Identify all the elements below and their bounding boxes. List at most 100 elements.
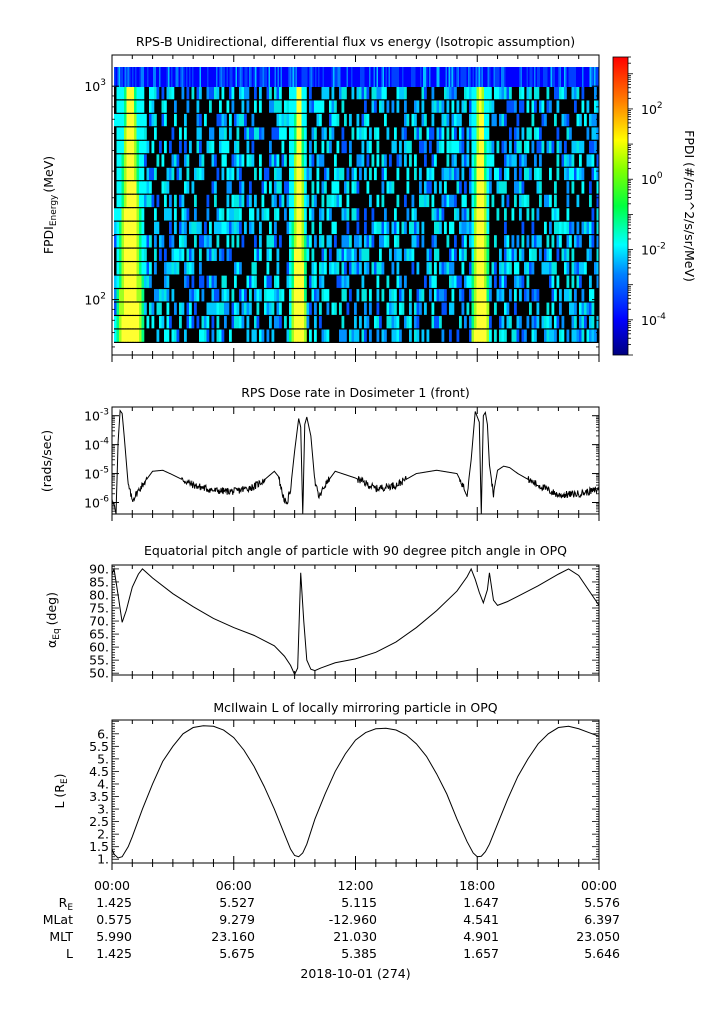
flux-cell [571, 275, 575, 288]
flux-cell [546, 67, 548, 87]
flux-cell [146, 140, 150, 154]
flux-cell [151, 316, 155, 329]
ephemeris-row-label: MLT [49, 929, 73, 944]
flux-cell [118, 67, 121, 87]
flux-cell [206, 316, 210, 329]
flux-cell [301, 113, 305, 127]
flux-cell [415, 67, 418, 87]
flux-cell [181, 248, 185, 261]
ephemeris-value: 5.115 [341, 895, 377, 910]
flux-cell [592, 67, 595, 87]
flux-cell [514, 140, 517, 154]
flux-cell [274, 127, 277, 140]
flux-cell [451, 221, 455, 235]
flux-cell [534, 100, 537, 113]
flux-cell [359, 262, 362, 275]
flux-cell [134, 302, 137, 315]
flux-cell [124, 221, 127, 235]
flux-cell [421, 87, 425, 100]
flux-cell [286, 100, 290, 113]
flux-cell [406, 208, 410, 221]
flux-cell [436, 100, 440, 113]
flux-cell [249, 275, 252, 288]
flux-cell [116, 248, 120, 261]
flux-cell [535, 67, 538, 87]
flux-cell [224, 302, 227, 315]
flux-cell [119, 275, 122, 288]
flux-cell [429, 262, 432, 275]
flux-cell [546, 87, 550, 100]
flux-cell [124, 302, 127, 315]
flux-cell [457, 67, 460, 87]
flux-cell [586, 100, 590, 113]
flux-cell [206, 235, 210, 248]
mcilwain-ylabel-unit: ) [52, 773, 67, 778]
flux-cell [502, 67, 505, 87]
flux-cell [484, 248, 487, 261]
flux-cell [514, 275, 517, 288]
flux-cell [134, 140, 137, 154]
flux-cell [291, 194, 295, 208]
flux-cell [126, 194, 130, 208]
flux-cell [324, 248, 327, 261]
flux-cell [418, 67, 421, 87]
flux-cell [476, 113, 480, 127]
flux-cell [574, 262, 577, 275]
flux-cell [121, 154, 125, 167]
flux-cell [231, 87, 235, 100]
flux-cell [343, 67, 346, 87]
flux-cell [264, 302, 267, 315]
flux-cell [569, 127, 572, 140]
flux-cell [471, 167, 475, 181]
flux-cell [149, 194, 152, 208]
flux-cell [421, 100, 425, 113]
flux-cell [174, 194, 177, 208]
flux-cell [401, 289, 405, 302]
flux-cell [326, 302, 330, 315]
flux-cell [379, 316, 382, 329]
flux-cell [389, 181, 392, 194]
flux-cell [361, 329, 365, 342]
flux-cell [489, 316, 492, 329]
flux-cell [296, 221, 300, 235]
flux-cell [409, 302, 412, 315]
flux-cell [294, 100, 297, 113]
flux-cell [334, 235, 337, 248]
flux-cell [493, 67, 496, 87]
flux-cell [299, 194, 302, 208]
flux-cell [433, 67, 436, 87]
flux-cell [376, 67, 379, 87]
flux-cell [119, 235, 122, 248]
flux-cell [326, 140, 330, 154]
flux-cell [166, 329, 170, 342]
dose-rate-x-ticks [111, 407, 600, 521]
flux-cell [366, 181, 370, 194]
flux-cell [124, 87, 127, 100]
flux-cell [449, 221, 452, 235]
flux-cell [159, 302, 162, 315]
flux-cell [386, 127, 390, 140]
flux-cell [291, 113, 295, 127]
flux-cell [573, 67, 575, 87]
flux-cell [321, 329, 325, 342]
flux-cell [191, 262, 195, 275]
flux-cell [441, 113, 445, 127]
flux-cell [476, 235, 480, 248]
flux-cell [213, 67, 215, 87]
flux-cell [591, 67, 593, 87]
flux-cell [199, 167, 202, 181]
flux-cell [509, 316, 512, 329]
flux-cell [321, 208, 325, 221]
flux-cell [134, 248, 137, 261]
flux-cell [134, 87, 137, 100]
flux-cell [551, 329, 555, 342]
flux-cell [139, 194, 142, 208]
flux-cell [556, 208, 560, 221]
flux-cell [311, 289, 315, 302]
flux-cell [299, 275, 302, 288]
flux-cell [224, 316, 227, 329]
flux-cell [304, 221, 307, 235]
flux-cell [144, 275, 147, 288]
flux-cell [406, 316, 410, 329]
flux-cell [165, 67, 167, 87]
